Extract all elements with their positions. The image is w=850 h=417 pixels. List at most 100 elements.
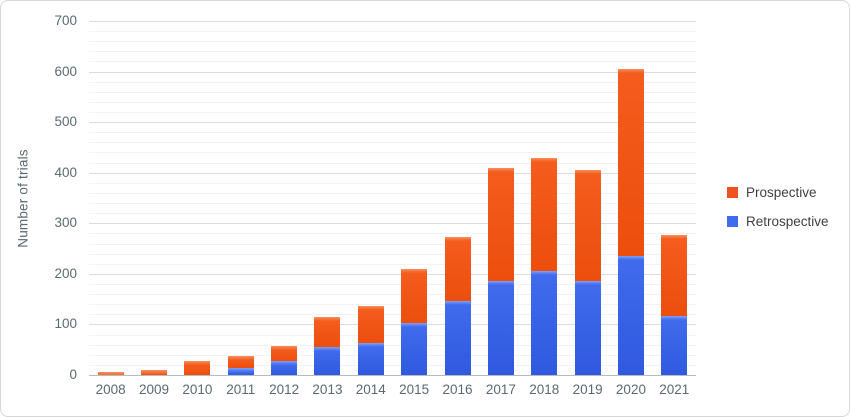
bar-segment-prospective-2019	[574, 170, 601, 282]
bars-container	[89, 21, 696, 375]
bar-2012	[271, 346, 298, 375]
bar-2015	[401, 268, 428, 375]
y-tick-label-0: 0	[69, 367, 77, 382]
legend-item-prospective: Prospective	[727, 185, 829, 200]
legend-item-retrospective: Retrospective	[727, 214, 829, 229]
bar-segment-retrospective-2017	[487, 280, 514, 375]
minor-gridline	[89, 334, 696, 336]
bar-segment-prospective-2016	[444, 236, 471, 302]
y-tick-label-700: 700	[54, 13, 77, 28]
bar-segment-prospective-2008	[97, 372, 124, 375]
bar-slot-2012	[262, 21, 305, 375]
bar-slot-2016	[436, 21, 479, 375]
bar-segment-prospective-2009	[141, 369, 168, 375]
minor-gridline	[89, 132, 696, 134]
bar-slot-2010	[176, 21, 219, 375]
minor-gridline	[89, 112, 696, 114]
minor-gridline	[89, 304, 696, 306]
bar-segment-retrospective-2011	[227, 368, 254, 375]
bar-segment-retrospective-2019	[574, 281, 601, 375]
bar-slot-2008	[89, 21, 132, 375]
bar-segment-prospective-2020	[617, 68, 644, 257]
major-gridline	[89, 273, 696, 275]
bar-segment-retrospective-2018	[531, 270, 558, 375]
x-tick-label-2012: 2012	[269, 382, 300, 397]
minor-gridline	[89, 41, 696, 43]
bar-slot-2014	[349, 21, 392, 375]
bar-segment-retrospective-2013	[314, 347, 341, 375]
minor-gridline	[89, 91, 696, 93]
x-axis-line	[89, 375, 696, 376]
bar-slot-2021	[653, 21, 696, 375]
bar-segment-prospective-2012	[271, 346, 298, 362]
x-tick-label-2016: 2016	[442, 382, 473, 397]
x-tick-label-2018: 2018	[529, 382, 560, 397]
bar-segment-prospective-2017	[487, 168, 514, 281]
x-tick-label-2015: 2015	[399, 382, 430, 397]
bar-segment-retrospective-2020	[617, 256, 644, 375]
minor-gridline	[89, 294, 696, 296]
bar-slot-2020	[609, 21, 652, 375]
x-tick-label-2020: 2020	[615, 382, 646, 397]
legend-label-retrospective: Retrospective	[746, 214, 829, 229]
minor-gridline	[89, 203, 696, 205]
minor-gridline	[89, 354, 696, 356]
bar-segment-prospective-2018	[531, 157, 558, 271]
legend: Prospective Retrospective	[727, 185, 829, 229]
major-gridline	[89, 21, 696, 22]
minor-gridline	[89, 283, 696, 285]
bar-2009	[141, 369, 168, 375]
minor-gridline	[89, 152, 696, 154]
bar-2011	[227, 355, 254, 375]
major-gridline	[89, 324, 696, 326]
minor-gridline	[89, 314, 696, 316]
bar-segment-retrospective-2015	[401, 323, 428, 375]
minor-gridline	[89, 213, 696, 215]
bar-slot-2015	[393, 21, 436, 375]
bar-2017	[487, 168, 514, 375]
retrospective-swatch-icon	[727, 216, 738, 227]
minor-gridline	[89, 182, 696, 184]
minor-gridline	[89, 253, 696, 255]
minor-gridline	[89, 142, 696, 144]
bar-segment-prospective-2010	[184, 361, 211, 375]
major-gridline	[89, 122, 696, 124]
y-tick-label-500: 500	[54, 114, 77, 130]
legend-label-prospective: Prospective	[746, 185, 817, 200]
bar-2021	[661, 235, 688, 375]
bar-slot-2013	[306, 21, 349, 375]
bar-2010	[184, 361, 211, 375]
x-tick-label-2011: 2011	[226, 382, 256, 397]
bar-2016	[444, 236, 471, 375]
minor-gridline	[89, 31, 696, 33]
y-tick-label-600: 600	[54, 63, 77, 79]
minor-gridline	[89, 101, 696, 103]
bar-slot-2018	[523, 21, 566, 375]
x-tick-label-2019: 2019	[572, 382, 603, 397]
bar-slot-2011	[219, 21, 262, 375]
y-tick-label-300: 300	[54, 215, 77, 231]
minor-gridline	[89, 263, 696, 265]
bar-2018	[531, 157, 558, 375]
bar-segment-prospective-2014	[357, 305, 384, 344]
bar-2013	[314, 316, 341, 375]
x-tick-label-2008: 2008	[95, 382, 126, 397]
minor-gridline	[89, 192, 696, 194]
x-tick-label-2009: 2009	[139, 382, 170, 397]
bar-segment-retrospective-2016	[444, 301, 471, 375]
bar-segment-retrospective-2014	[357, 343, 384, 375]
bar-segment-retrospective-2021	[661, 315, 688, 375]
bar-segment-prospective-2021	[661, 235, 688, 316]
x-tick-label-2014: 2014	[355, 382, 386, 397]
minor-gridline	[89, 51, 696, 53]
bar-segment-prospective-2013	[314, 316, 341, 348]
bar-slot-2009	[132, 21, 175, 375]
prospective-swatch-icon	[727, 187, 738, 198]
bar-segment-prospective-2015	[401, 268, 428, 324]
y-tick-label-100: 100	[54, 316, 77, 332]
y-tick-label-200: 200	[54, 265, 77, 281]
x-tick-label-2021: 2021	[659, 382, 690, 397]
bar-slot-2019	[566, 21, 609, 375]
y-tick-label-400: 400	[54, 164, 77, 180]
